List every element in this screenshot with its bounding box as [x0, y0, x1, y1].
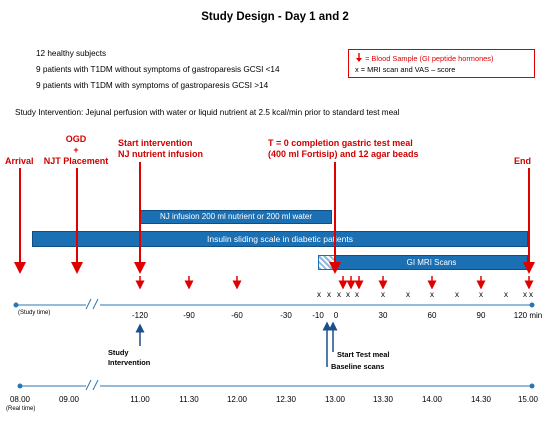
ogd-line-1: OGD	[65, 134, 87, 144]
end-label: End	[514, 156, 531, 166]
real-time-tick: 15.00	[517, 395, 539, 404]
real-time-tick: 13.00	[324, 395, 346, 404]
legend-mri-label: = MRI scan and VAS – score	[360, 65, 456, 74]
diagram-title: Study Design - Day 1 and 2	[201, 11, 349, 23]
real-time-tick: 12.30	[275, 395, 297, 404]
real-time-tick: 08.00	[9, 395, 31, 404]
t0-line-1: T = 0 completion gastric test meal	[268, 138, 413, 148]
mri-scan-mark: x	[337, 290, 341, 299]
subject-group-without-symptoms: 9 patients with T1DM without symptoms of…	[36, 65, 280, 74]
study-time-tick: 60	[427, 311, 437, 320]
study-time-end-dot	[529, 302, 535, 308]
real-time-label: (Real time)	[6, 406, 36, 412]
start-intervention-line-1: Start intervention	[118, 138, 193, 148]
legend-blood-row: = Blood Sample (GI peptide hormones)	[355, 53, 528, 64]
ogd-line-2: +	[73, 145, 79, 155]
study-time-tick: -30	[280, 311, 292, 320]
event-arrows	[14, 162, 535, 274]
start-intervention-label: Start intervention NJ nutrient infusion	[118, 138, 203, 160]
nj-infusion-bar: NJ infusion 200 ml nutrient or 200 ml wa…	[140, 210, 332, 224]
mri-scan-mark: x	[317, 290, 321, 299]
baseline-scans-note: Baseline scans	[331, 362, 385, 371]
ogd-line-3: NJT Placement	[43, 156, 109, 166]
legend-box: = Blood Sample (GI peptide hormones) x =…	[348, 49, 535, 78]
study-intervention-note: Study Intervention	[108, 348, 150, 368]
mri-scan-mark: x	[529, 290, 533, 299]
study-time-tick: -60	[231, 311, 243, 320]
study-time-tick: 90	[476, 311, 486, 320]
subject-group-with-symptoms: 9 patients with T1DM with symptoms of ga…	[36, 81, 269, 90]
mri-scan-mark: x	[346, 290, 350, 299]
real-time-tick: 13.30	[372, 395, 394, 404]
mri-scan-mark: x	[430, 290, 434, 299]
study-time-start-dot	[13, 302, 19, 308]
mri-scan-mark: x	[355, 290, 359, 299]
real-time-tick: 11.00	[130, 395, 150, 404]
annotation-arrows	[135, 321, 338, 367]
mri-scan-mark: x	[406, 290, 410, 299]
subject-group-healthy: 12 healthy subjects	[36, 49, 107, 58]
t0-label: T = 0 completion gastric test meal (400 …	[268, 138, 419, 160]
study-timeline	[13, 298, 535, 310]
intervention-description: Study Intervention: Jejunal perfusion wi…	[15, 108, 400, 117]
axis-break-mark	[92, 298, 99, 310]
axis-break-mark	[85, 298, 92, 310]
study-time-label: (Study time)	[18, 310, 51, 316]
axis-break-mark	[92, 379, 99, 391]
insulin-bar: Insulin sliding scale in diabetic patien…	[32, 231, 528, 247]
x-mark-icon: x	[355, 65, 359, 74]
mri-scan-mark: x	[504, 290, 508, 299]
real-time-end-dot	[529, 383, 535, 389]
study-intervention-line-1: Study	[108, 348, 129, 357]
ogd-label: OGD + NJT Placement	[40, 134, 112, 167]
t0-line-2: (400 ml Fortisip) and 12 agar beads	[268, 149, 419, 159]
real-timeline	[17, 379, 535, 391]
real-time-tick: 14.00	[421, 395, 443, 404]
mri-scan-mark: x	[455, 290, 459, 299]
real-time-tick: 14.30	[470, 395, 492, 404]
red-arrow-icon	[356, 53, 362, 62]
blood-sample-arrows	[135, 276, 534, 290]
real-time-tick: 09.00	[58, 395, 80, 404]
mri-scan-mark: x	[479, 290, 483, 299]
study-time-tick: 120 min	[513, 311, 543, 320]
arrival-label: Arrival	[5, 156, 34, 166]
study-time-tick: 30	[378, 311, 388, 320]
study-time-tick: -10	[312, 311, 324, 320]
axis-break-mark	[85, 379, 92, 391]
legend-mri-row: x = MRI scan and VAS – score	[355, 64, 528, 75]
mri-scan-mark: x	[523, 290, 527, 299]
study-time-tick: -90	[183, 311, 195, 320]
mri-scan-mark: x	[381, 290, 385, 299]
start-test-meal-note: Start Test meal	[337, 350, 390, 359]
real-time-start-dot	[17, 383, 23, 389]
real-time-tick: 11.30	[179, 395, 199, 404]
legend-blood-label: = Blood Sample (GI peptide hormones)	[365, 54, 494, 63]
study-time-tick: 0	[333, 311, 339, 320]
subject-groups: 12 healthy subjects 9 patients with T1DM…	[36, 46, 280, 94]
study-time-tick: -120	[131, 311, 148, 320]
mri-scan-mark: x	[327, 290, 331, 299]
study-intervention-line-2: Intervention	[108, 358, 151, 367]
start-intervention-line-2: NJ nutrient infusion	[118, 149, 203, 159]
real-time-tick: 12.00	[226, 395, 248, 404]
